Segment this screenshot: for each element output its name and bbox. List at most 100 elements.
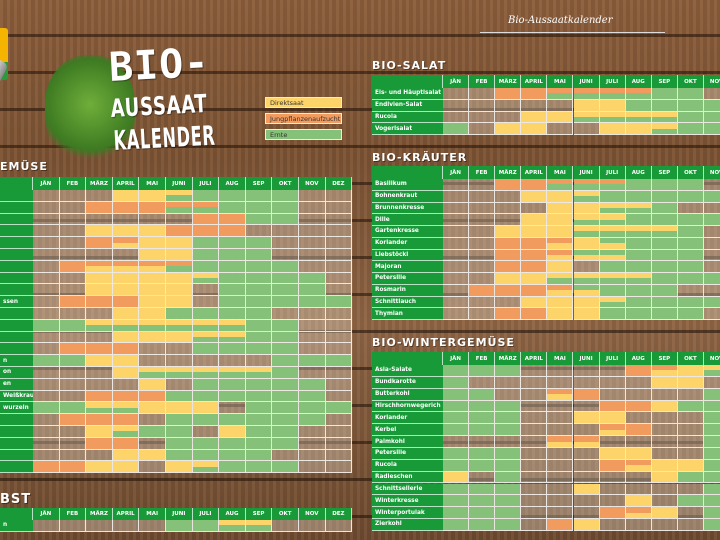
kraeuter-calendar-cell [704,249,720,262]
salat-cell-fill-ernte [573,93,599,99]
gemuese-month-header: JUNI [166,177,193,190]
gemuese-calendar-cell [166,343,193,356]
salat-cell-fill-jungpflanzen [547,88,573,94]
gemuese-row-label: Weißkraut [0,390,33,403]
salat-calendar-cell [521,111,548,124]
winter-cell-fill-direktsaat [677,376,703,388]
gemuese-row-label [0,343,33,356]
gemuese-cell-fill-direktsaat [166,190,192,196]
salat-calendar-cell [443,99,470,112]
gemuese-cell-fill-direktsaat [245,367,272,373]
winter-header-corner [372,352,443,365]
gemuese-cell-fill-ernte [166,372,192,378]
kraeuter-cell-fill-ernte [573,219,599,225]
kraeuter-calendar-cell [521,237,548,250]
winter-calendar-cell [469,483,496,496]
winter-calendar-cell [443,495,470,508]
kraeuter-calendar-cell [599,261,626,273]
kraeuter-calendar-cell [469,284,496,297]
gemuese-calendar-cell [325,319,353,332]
winter-cell-fill-ernte [704,447,720,459]
kraeuter-cell-fill-ernte [573,284,599,291]
gemuese-calendar-cell [59,308,87,320]
kraeuter-cell-fill-jungpflanzen [599,179,625,185]
salat-calendar-cell [547,123,574,136]
kraeuter-cell-fill-jungpflanzen [521,261,547,272]
winter-cell-fill-jungpflanzen [599,424,625,430]
gemuese-calendar-cell [112,402,140,415]
gemuese-cell-fill-ernte [272,437,298,449]
gemuese-calendar-cell [325,237,353,249]
kraeuter-cell-fill-ernte [677,214,703,225]
winter-calendar-cell [625,447,652,460]
gemuese-calendar-cell [86,378,113,391]
obst-cell-fill-direktsaat [245,520,272,526]
gemuese-calendar-cell [272,190,299,202]
salat-month-header: SEP [651,75,678,88]
salat-calendar-cell [521,123,548,136]
gemuese-calendar-cell [139,260,166,273]
gemuese-cell-fill-jungpflanzen [192,225,219,237]
gemuese-cell-fill-ernte [219,437,245,449]
gemuese-calendar-cell [166,355,193,367]
gemuese-cell-fill-direktsaat [86,225,112,237]
kraeuter-calendar-cell [573,202,600,215]
gemuese-calendar-cell [33,201,60,214]
gemuese-calendar-cell [33,272,60,285]
kraeuter-header-corner [372,166,443,179]
gemuese-calendar-cell [59,437,87,450]
gemuese-row-label [0,249,33,261]
gemuese-calendar-cell [299,355,326,367]
winter-month-header: MAI [547,352,574,365]
gemuese-cell-fill-direktsaat [219,426,245,437]
salat-calendar-cell [573,123,600,136]
winter-calendar-cell [521,412,548,425]
kraeuter-cell-fill-jungpflanzen [521,284,547,296]
kraeuter-cell-fill-ernte [651,273,677,284]
winter-calendar-cell [651,412,678,425]
gemuese-row-label [0,284,33,297]
salat-cell-fill-direktsaat [625,123,651,135]
winter-calendar-cell [521,388,548,401]
gemuese-calendar-cell [325,449,353,462]
gemuese-calendar-cell [272,355,299,367]
kraeuter-month-header: APRIL [521,166,548,179]
winter-calendar-cell [495,412,522,425]
winter-calendar-cell [443,471,470,484]
kraeuter-month-header: AUG [625,166,652,179]
gemuese-cell-fill-ernte [192,336,219,343]
section-title-obst: BST [0,492,32,507]
kraeuter-calendar-cell [521,296,548,309]
gemuese-cell-fill-ernte [192,277,219,284]
winter-cell-fill-ernte [469,424,495,436]
gemuese-calendar-cell [245,449,273,462]
obst-calendar-cell [299,520,326,532]
winter-calendar-cell [521,424,548,437]
salat-calendar-cell [495,123,522,136]
obst-row-label: n [0,520,33,532]
winter-calendar-cell [625,436,652,448]
gemuese-calendar-cell [245,343,273,356]
winter-calendar-cell [469,388,496,401]
winter-cell-fill-ernte [443,376,469,388]
gemuese-calendar-cell [139,449,166,462]
winter-row-label: Hirschhornwegerich [372,400,443,413]
winter-calendar-cell [677,471,704,484]
gemuese-calendar-cell [112,225,140,238]
gemuese-calendar-cell [166,213,193,226]
gemuese-cell-fill-ernte [272,272,298,284]
gemuese-header-corner [0,177,33,190]
gemuese-calendar-cell [139,437,166,450]
kraeuter-calendar-cell [704,190,720,203]
winter-calendar-cell [677,400,704,413]
winter-calendar-cell [469,495,496,508]
gemuese-calendar-cell [112,319,140,332]
winter-calendar-cell [443,412,470,425]
gemuese-cell-fill-ernte [272,367,298,378]
gemuese-calendar-cell [299,331,326,344]
winter-row-label: Bundkarotte [372,376,443,389]
gemuese-calendar-cell [112,426,140,438]
salat-calendar-cell [469,88,496,100]
gemuese-calendar-cell [166,390,193,403]
gemuese-calendar-cell [299,237,326,249]
